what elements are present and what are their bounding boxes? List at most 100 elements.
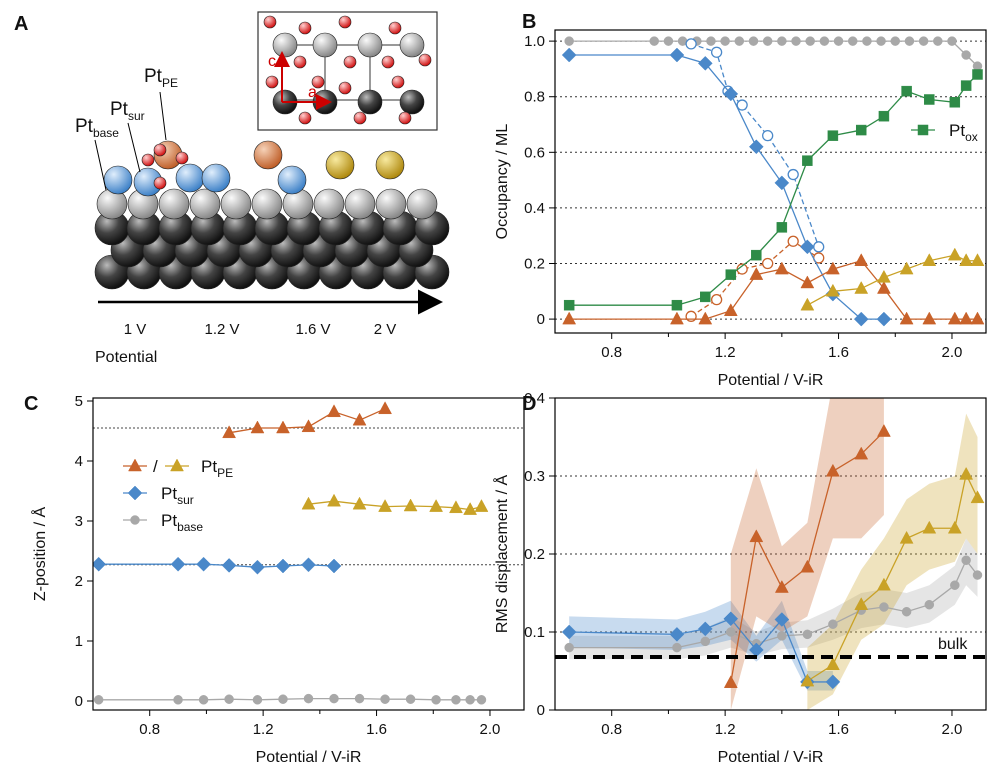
atom [358,90,382,114]
marker [803,630,812,639]
marker [565,643,574,652]
marker [879,111,889,121]
marker [278,695,287,704]
marker [902,86,912,96]
marker [961,81,971,91]
marker [801,276,814,288]
marker [430,500,443,512]
potential-tick: 1 V [124,321,147,338]
atom [326,151,354,179]
marker [775,176,789,190]
y-tick-label: 0.4 [524,200,545,217]
marker [92,557,106,571]
series-line [99,564,334,567]
marker [918,125,928,135]
x-tick-label: 1.6 [828,721,849,738]
marker [302,420,315,432]
marker [972,69,982,79]
marker [129,459,142,471]
y-tick-label: 0 [75,693,83,710]
marker [222,558,236,572]
marker [199,695,208,704]
atom [254,141,282,169]
legend-label: Ptbase [161,511,203,534]
marker [788,236,798,246]
atom [176,152,188,164]
atom [266,76,278,88]
legend-sub: base [177,520,203,534]
x-tick-label: 1.6 [828,344,849,361]
atom [221,189,251,219]
marker [672,643,681,652]
marker [814,242,824,252]
x-tick-label: 2.0 [942,721,963,738]
marker [834,37,843,46]
marker [749,37,758,46]
y-tick-label: 0.6 [524,144,545,161]
marker [712,47,722,57]
plot-area [92,402,488,705]
x-tick-label: 0.8 [601,721,622,738]
x-tick-label: 1.6 [366,721,387,738]
marker [328,494,341,506]
marker [948,248,961,260]
marker [971,312,984,324]
marker [925,600,934,609]
y-tick-label: 5 [75,393,83,410]
atom [104,166,132,194]
marker [432,695,441,704]
atom [154,144,166,156]
plot-frame [93,398,524,710]
inset-axis-label: a [308,84,317,101]
marker [328,405,341,417]
atom [344,56,356,68]
marker [905,37,914,46]
annotation: Ptsur [110,99,145,123]
legend-label: Ptsur [161,484,194,507]
marker [877,37,886,46]
marker [197,557,211,571]
marker [923,312,936,324]
y-tick-label: 0.2 [524,546,545,563]
marker [924,94,934,104]
atom [278,166,306,194]
marker [862,37,871,46]
marker [806,37,815,46]
marker [404,499,417,511]
marker [128,486,142,500]
marker [891,37,900,46]
marker [94,695,103,704]
marker [971,254,984,266]
x-tick-label: 0.8 [139,721,160,738]
y-tick-label: 0 [537,702,545,719]
atom [190,189,220,219]
marker [712,295,722,305]
marker [672,300,682,310]
marker [801,298,814,310]
marker [563,312,576,324]
y-axis-label: Z-position / Å [30,507,49,602]
panel-label: B [522,11,536,33]
atom [313,33,337,57]
legend-text: Pt [949,121,965,140]
marker [726,270,736,280]
atom [314,189,344,219]
marker [802,156,812,166]
y-tick-label: 0.8 [524,89,545,106]
legend-label: PtPE [201,457,233,480]
marker [276,559,290,573]
bulk-label: bulk [938,636,968,653]
marker [737,100,747,110]
x-axis-label: Potential / V-iR [718,372,824,389]
marker [174,695,183,704]
marker [919,37,928,46]
atom [345,189,375,219]
marker [477,695,486,704]
marker [828,620,837,629]
legend-text: Pt [161,511,177,530]
potential-tick: 1.6 V [295,321,330,338]
atom [392,76,404,88]
legend-separator: / [153,457,158,476]
